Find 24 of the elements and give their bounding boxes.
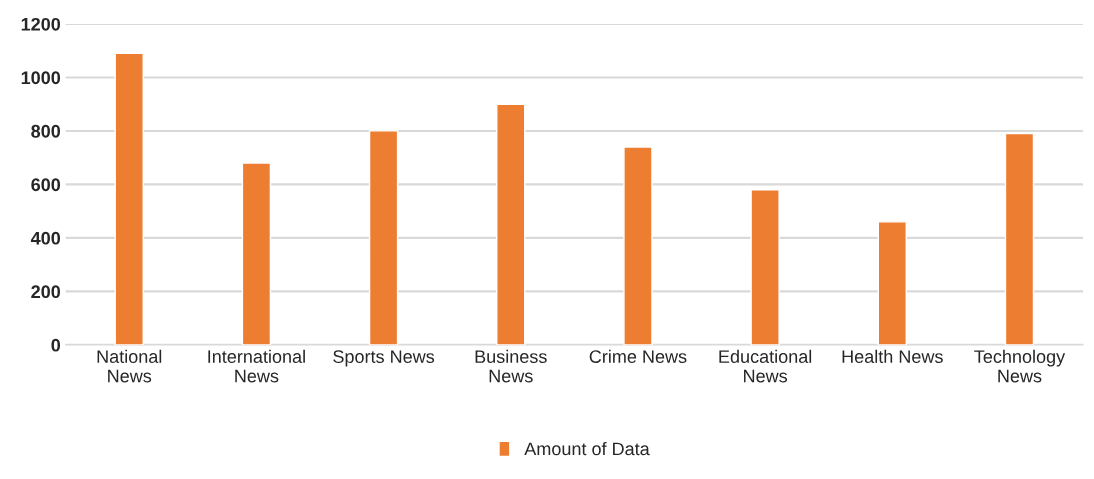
x-tick-label: Crime News: [589, 349, 687, 363]
y-tick-label: 1000: [21, 71, 61, 85]
bar: [623, 146, 653, 345]
x-tick-label: Educational News: [719, 349, 812, 383]
y-tick-label: 600: [31, 178, 61, 192]
bar: [750, 189, 780, 345]
y-tick-label: 0: [51, 338, 61, 352]
bar: [877, 221, 907, 345]
bar: [114, 52, 144, 345]
x-tick-label: Business News: [475, 349, 547, 383]
legend-label: Amount of Data: [524, 442, 650, 456]
x-tick-label: National News: [97, 349, 162, 383]
bar: [368, 130, 399, 345]
y-tick-label: 200: [31, 285, 61, 299]
bar: [241, 162, 272, 345]
x-tick-label: International News: [208, 349, 305, 383]
x-tick-label: Health News: [842, 349, 943, 363]
x-tick-label: Sports News: [333, 350, 435, 367]
bar: [496, 103, 526, 345]
y-tick-label: 800: [31, 124, 61, 138]
y-tick-label: 400: [30, 231, 61, 245]
y-tick-label: 1200: [21, 17, 61, 31]
x-tick-label: Technology News: [974, 349, 1066, 383]
bar: [1004, 132, 1035, 345]
